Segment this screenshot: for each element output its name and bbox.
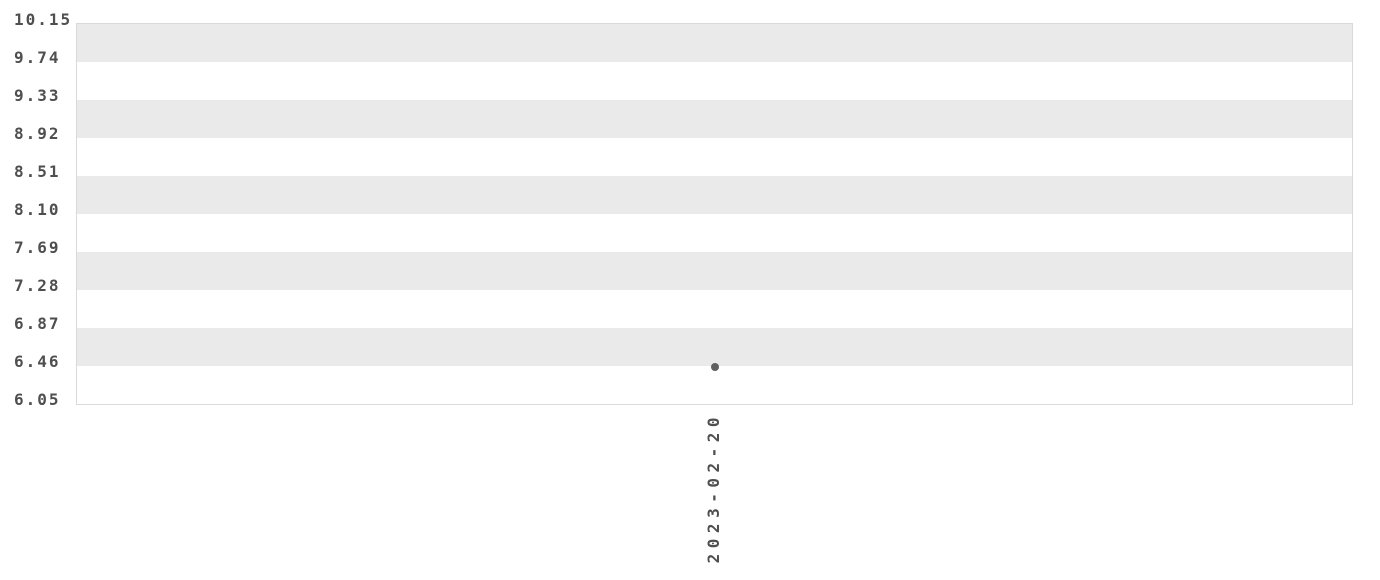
plot-band — [77, 290, 1352, 328]
y-axis-tick-label: 8.10 — [14, 200, 61, 219]
plot-band — [77, 24, 1352, 62]
plot-area — [76, 23, 1353, 405]
plot-band — [77, 328, 1352, 366]
plot-band — [77, 62, 1352, 100]
plot-band — [77, 176, 1352, 214]
y-axis-tick-label: 9.33 — [14, 86, 61, 105]
data-point[interactable] — [710, 362, 719, 371]
y-axis-tick-label: 6.46 — [14, 352, 61, 371]
y-axis-tick-label: 7.69 — [14, 238, 61, 257]
y-axis-tick-label: 10.15 — [14, 10, 73, 29]
plot-band — [77, 366, 1352, 404]
y-axis-tick-label: 6.87 — [14, 314, 61, 333]
plot-band — [77, 100, 1352, 138]
y-axis-tick-label: 7.28 — [14, 276, 61, 295]
y-axis-tick-label: 8.51 — [14, 162, 61, 181]
y-axis-tick-label: 9.74 — [14, 48, 61, 67]
y-axis-tick-label: 8.92 — [14, 124, 61, 143]
plot-band — [77, 252, 1352, 290]
y-axis-tick-label: 6.05 — [14, 390, 61, 409]
x-axis-tick-label: 2023-02-20 — [704, 412, 723, 564]
plot-band — [77, 214, 1352, 252]
plot-band — [77, 138, 1352, 176]
